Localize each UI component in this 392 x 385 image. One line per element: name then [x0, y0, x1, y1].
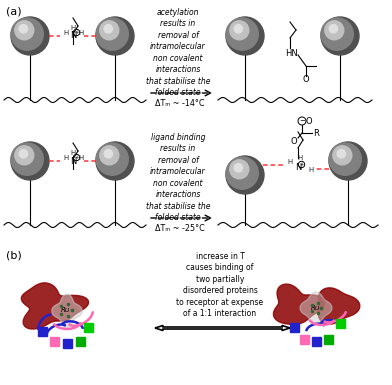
Circle shape	[96, 18, 128, 50]
Circle shape	[337, 150, 345, 158]
Text: R: R	[313, 129, 319, 137]
Circle shape	[333, 146, 352, 165]
Text: H: H	[309, 167, 314, 173]
Circle shape	[329, 143, 361, 175]
Polygon shape	[318, 288, 360, 324]
Text: acetylation
results in
removal of
intramolecular
non covalent
interactions
that : acetylation results in removal of intram…	[146, 8, 210, 97]
Circle shape	[226, 17, 264, 55]
FancyBboxPatch shape	[300, 335, 309, 344]
Circle shape	[19, 150, 27, 158]
Circle shape	[15, 146, 34, 165]
Circle shape	[100, 146, 119, 165]
Text: O: O	[291, 137, 297, 146]
Polygon shape	[274, 284, 325, 324]
Circle shape	[226, 156, 264, 194]
FancyBboxPatch shape	[63, 339, 72, 348]
FancyBboxPatch shape	[336, 319, 345, 328]
FancyBboxPatch shape	[312, 337, 321, 346]
Circle shape	[226, 157, 258, 189]
Circle shape	[104, 150, 113, 158]
Circle shape	[321, 18, 353, 50]
Text: HN: HN	[286, 49, 298, 57]
Text: H: H	[78, 30, 83, 36]
Circle shape	[104, 25, 113, 33]
Circle shape	[226, 18, 258, 50]
Circle shape	[96, 142, 134, 180]
Polygon shape	[52, 294, 82, 328]
Text: −: −	[299, 118, 305, 124]
Circle shape	[321, 17, 359, 55]
Text: H: H	[78, 155, 83, 161]
Text: +: +	[299, 162, 303, 167]
Circle shape	[325, 21, 344, 40]
Text: N: N	[295, 164, 301, 172]
Text: (b): (b)	[6, 250, 22, 260]
Text: H: H	[298, 155, 303, 161]
Circle shape	[234, 25, 243, 33]
Text: +: +	[74, 30, 78, 35]
Text: H: H	[64, 155, 69, 161]
Text: O: O	[303, 75, 309, 84]
Circle shape	[11, 18, 43, 50]
Circle shape	[100, 21, 119, 40]
Circle shape	[234, 164, 243, 172]
Circle shape	[329, 25, 338, 33]
Text: ligand binding
results in
removal of
intramolecular
non covalent
interactions
th: ligand binding results in removal of int…	[146, 133, 210, 222]
Circle shape	[329, 142, 367, 180]
Text: ΔTₘ ~ -25°C: ΔTₘ ~ -25°C	[155, 224, 205, 233]
Circle shape	[11, 142, 49, 180]
Circle shape	[230, 160, 249, 179]
Circle shape	[15, 21, 34, 40]
FancyBboxPatch shape	[38, 327, 47, 336]
Text: +: +	[74, 155, 78, 160]
Circle shape	[96, 17, 134, 55]
Text: H: H	[287, 159, 292, 165]
Circle shape	[96, 143, 128, 175]
FancyBboxPatch shape	[290, 323, 299, 332]
Text: H: H	[64, 30, 69, 36]
Text: H: H	[71, 25, 76, 31]
FancyBboxPatch shape	[324, 335, 333, 344]
Polygon shape	[300, 292, 332, 324]
Circle shape	[11, 143, 43, 175]
Text: O: O	[306, 117, 313, 126]
Text: ΔTₘ ~ -14°C: ΔTₘ ~ -14°C	[155, 99, 205, 108]
FancyBboxPatch shape	[76, 337, 85, 346]
Circle shape	[19, 25, 27, 33]
Text: N: N	[70, 156, 76, 166]
FancyBboxPatch shape	[84, 323, 93, 332]
Text: Ru: Ru	[311, 305, 321, 311]
FancyBboxPatch shape	[50, 337, 59, 346]
Polygon shape	[21, 283, 89, 329]
Text: Ru: Ru	[61, 307, 71, 313]
Text: (a): (a)	[6, 6, 22, 16]
Text: increase in T
causes binding of
two partially
disordered proteins
to receptor at: increase in T causes binding of two part…	[176, 252, 263, 318]
Text: H: H	[71, 150, 76, 156]
Text: N: N	[70, 32, 76, 40]
Circle shape	[230, 21, 249, 40]
Circle shape	[11, 17, 49, 55]
